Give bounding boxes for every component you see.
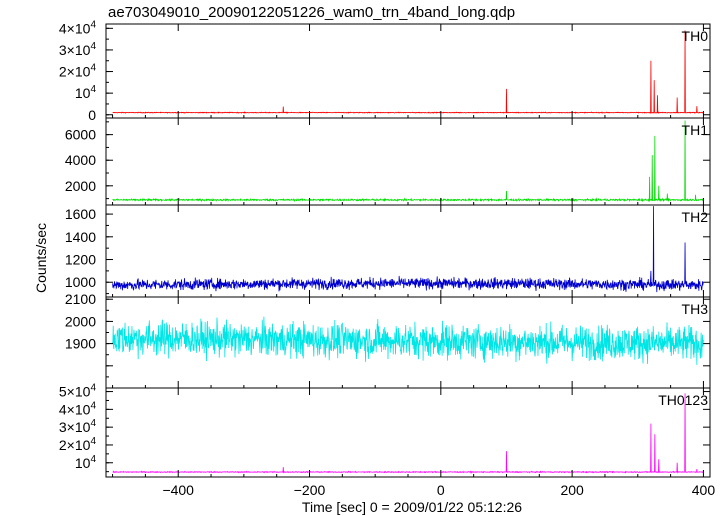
- panel-frame: [105, 23, 711, 119]
- y-tick-label: 1000: [65, 274, 96, 290]
- y-tick-label: 104: [75, 454, 97, 471]
- panel-th1: TH1 2000 4000 6000: [65, 117, 711, 206]
- y-tick-label: 104: [75, 84, 97, 101]
- panel-frame: [105, 387, 711, 478]
- panels-group: TH001042×1043×1044×104TH1200040006000TH2…: [59, 19, 711, 478]
- panel-frame: [105, 117, 711, 206]
- series-th2: [112, 206, 704, 293]
- chart-title: ae703049010_20090122051226_wam0_trn_4ban…: [108, 4, 515, 21]
- x-tick-label: 400: [692, 482, 716, 498]
- panel-label: TH1: [682, 122, 709, 138]
- series-th1: [112, 120, 704, 203]
- panel-th2: TH2 1000 1200 1400 1600: [65, 204, 711, 298]
- y-tick-label: 1200: [65, 252, 96, 268]
- y-tick-label: 5×104: [59, 383, 97, 400]
- panel-label: TH0123: [658, 392, 708, 408]
- y-tick-label: 0: [88, 107, 96, 123]
- y-tick-label: 2100: [65, 291, 96, 307]
- y-tick-label: 1600: [65, 206, 96, 222]
- panel-label: TH3: [682, 301, 709, 317]
- y-tick-label: 3×104: [59, 418, 97, 435]
- series-th0: [112, 30, 704, 114]
- panel-label: TH2: [682, 209, 709, 225]
- y-tick-label: 2000: [65, 313, 96, 329]
- x-tick-label: 200: [560, 482, 584, 498]
- y-tick-label: 1400: [65, 229, 96, 245]
- y-tick-label: 2×104: [59, 436, 97, 453]
- series-th3: [112, 316, 704, 365]
- x-axis-label: Time [sec] 0 = 2009/01/22 05:12:26: [302, 499, 522, 515]
- y-tick-label: 4×104: [59, 19, 97, 36]
- x-tick-label: −400: [162, 482, 194, 498]
- y-tick-label: 2×104: [59, 63, 97, 80]
- panel-label: TH0: [682, 28, 709, 44]
- y-tick-label: 6000: [65, 127, 96, 143]
- y-axis-label: Counts/sec: [33, 223, 49, 293]
- y-tick-label: 4000: [65, 152, 96, 168]
- x-tick-label: 0: [437, 482, 445, 498]
- series-th0123: [112, 393, 704, 475]
- x-axis: −400 −200 0 200 400: [162, 482, 715, 498]
- x-tick-label: −200: [294, 482, 326, 498]
- y-tick-label: 4×104: [59, 400, 97, 417]
- y-tick-label: 2000: [65, 178, 96, 194]
- y-tick-label: 1900: [65, 336, 96, 352]
- panel-th3: TH3 1900 2000 2100: [65, 291, 711, 389]
- y-tick-label: 3×104: [59, 41, 97, 58]
- panel-th0: TH0 0 104 2×104 3×104 4×104: [59, 19, 711, 123]
